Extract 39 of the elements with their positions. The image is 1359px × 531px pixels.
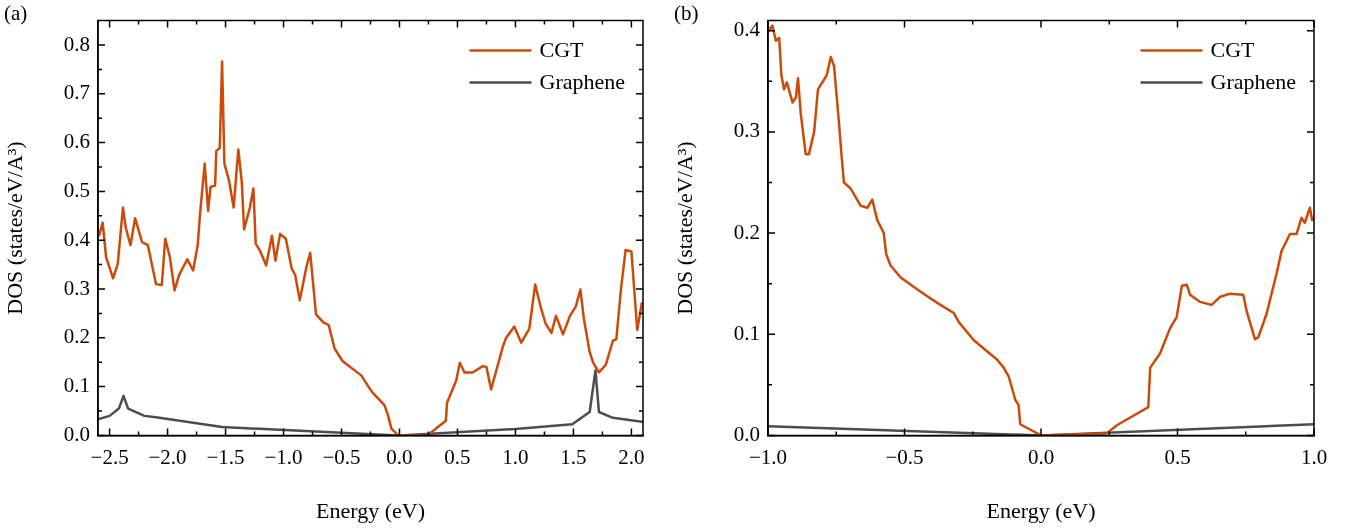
x-tick-label: −1.0 (748, 444, 788, 469)
legend-label: CGT (539, 37, 585, 63)
y-tick-label: 0.1 (733, 320, 760, 345)
y-tick-label: 0.0 (733, 421, 760, 446)
x-axis-title: Energy (eV) (316, 497, 425, 523)
y-tick-label: 0.4 (733, 17, 761, 42)
x-axis-title: Energy (eV) (986, 497, 1096, 523)
y-tick-label: 0.6 (63, 129, 90, 154)
x-tick-label: 0.5 (1164, 444, 1191, 469)
legend-label: Graphene (1210, 69, 1297, 95)
x-tick-label: 0.0 (386, 444, 413, 469)
x-tick-label: −0.5 (322, 444, 361, 469)
y-tick-label: 0.2 (63, 324, 90, 349)
y-tick-label: 0.8 (63, 31, 90, 56)
y-axis-title: DOS (states/eV/A³) (1, 141, 27, 315)
x-tick-label: −1.0 (264, 444, 303, 469)
y-tick-label: 0.7 (63, 80, 90, 105)
y-tick-label: 0.2 (733, 219, 760, 244)
y-tick-label: 0.3 (63, 275, 90, 300)
x-tick-label: −0.5 (885, 444, 924, 469)
y-tick-label: 0.0 (63, 421, 90, 446)
x-tick-label: 0.0 (1027, 444, 1055, 469)
legend-label: CGT (1210, 37, 1256, 63)
x-tick-label: 1.0 (502, 444, 529, 469)
legend-label: Graphene (539, 69, 626, 95)
x-tick-label: −1.5 (206, 444, 245, 469)
x-tick-label: 2.0 (618, 444, 645, 469)
text: (a) (4, 1, 28, 26)
x-tick-label: −2.0 (148, 444, 187, 469)
y-axis-title: DOS (states/eV/A³) (671, 141, 697, 315)
y-tick-label: 0.1 (63, 373, 90, 398)
x-tick-label: 1.0 (1300, 444, 1328, 469)
x-tick-label: −2.5 (90, 444, 129, 469)
y-tick-label: 0.4 (63, 226, 91, 251)
text: (b) (674, 1, 699, 26)
y-tick-label: 0.3 (733, 118, 760, 143)
x-tick-label: 0.5 (444, 444, 471, 469)
y-tick-label: 0.5 (63, 177, 90, 202)
x-tick-label: 1.5 (560, 444, 587, 469)
